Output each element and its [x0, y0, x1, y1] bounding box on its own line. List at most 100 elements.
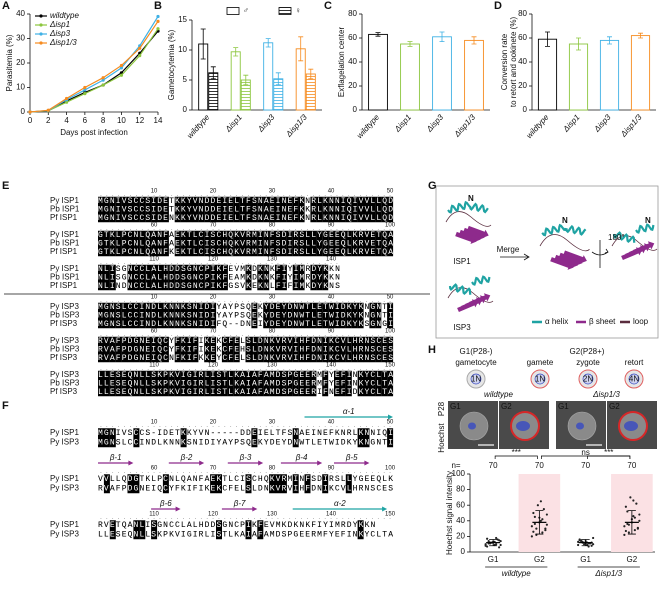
nucleus — [534, 373, 546, 385]
error-bar — [375, 32, 381, 37]
ruler-dot — [165, 426, 167, 427]
ruler-dot — [159, 518, 161, 519]
ruler-dot — [218, 426, 220, 427]
point — [533, 522, 536, 526]
point — [632, 515, 635, 518]
error-bar — [471, 36, 477, 45]
identity-shade — [103, 302, 110, 329]
ruler-dot — [301, 263, 302, 264]
group-label: Δisp1/3 — [594, 569, 622, 578]
ruler-dot — [271, 335, 273, 336]
legend-label: α helix — [545, 317, 568, 326]
ruler-dot — [348, 472, 350, 473]
ruler-dot — [248, 472, 249, 473]
ruler-dot — [377, 229, 379, 230]
ruler-dot — [295, 229, 296, 230]
y-tick-label: 20 — [348, 81, 357, 90]
ruler-dot — [354, 472, 355, 473]
arrow-head — [388, 414, 393, 420]
identity-shade — [162, 370, 169, 397]
ruler-number: 140 — [326, 257, 337, 263]
identity-shade — [121, 370, 128, 397]
panel-label: B — [154, 0, 162, 12]
identity-shade — [103, 336, 110, 363]
ruler-dot — [307, 195, 308, 196]
error-bar — [439, 31, 445, 42]
y-tick-label: 0 — [21, 107, 26, 116]
identity-shade — [263, 370, 270, 397]
identity-shade — [286, 302, 293, 329]
phase-label: G2(P28+) — [570, 347, 605, 356]
identity-shade — [251, 196, 258, 223]
ruler-dot — [318, 263, 320, 264]
identity-shade — [245, 370, 252, 397]
ruler-dot — [153, 263, 155, 264]
ruler-dot — [100, 195, 102, 196]
identity-shade — [221, 230, 228, 257]
ruler-dot — [265, 472, 267, 473]
bar — [568, 43, 589, 111]
ruler-dot — [200, 263, 202, 264]
bar — [537, 38, 558, 111]
identity-shade — [121, 230, 128, 257]
identity-shade — [233, 336, 240, 363]
ruler-dot — [147, 472, 149, 473]
identity-shade — [357, 370, 364, 397]
identity-shade — [316, 230, 323, 257]
ruler-dot — [171, 369, 173, 370]
identity-shade — [263, 230, 270, 257]
sequence-name: Pf ISP3 — [50, 353, 78, 362]
series-marker — [156, 19, 160, 23]
sequence: GTKLPCNLQANFKEKTLCISCHQKVRMINFSDIRSLLYGE… — [98, 248, 393, 257]
ruler-dot — [366, 301, 367, 302]
ruler-dot — [130, 518, 131, 519]
identity-shade — [280, 474, 287, 494]
legend-label: Δisp3 — [49, 29, 71, 38]
ruler-dot — [112, 195, 114, 196]
ruler-number: 10 — [151, 189, 158, 195]
identity-shade — [263, 264, 270, 291]
y-tick-label: 60 — [348, 33, 357, 42]
identity-shade — [251, 230, 258, 257]
ruler-dot — [330, 335, 332, 336]
ruler-dot — [153, 518, 155, 519]
identity-shade — [322, 196, 329, 223]
ruler-dot — [248, 263, 249, 264]
ruler-dot — [366, 426, 367, 427]
y-tick-label: 80 — [348, 9, 357, 18]
y-tick-label: 100 — [452, 469, 466, 478]
ruler-dot — [183, 472, 184, 473]
identity-shade — [115, 370, 122, 397]
ruler-dot — [118, 301, 119, 302]
identity-shade — [210, 196, 217, 223]
ruler-dot — [159, 472, 161, 473]
ruler-number: 60 — [151, 466, 158, 472]
ruler-dot — [112, 229, 114, 230]
ruler-dot — [153, 195, 155, 196]
identity-shade — [298, 336, 305, 363]
ruler-dot — [348, 301, 350, 302]
y-tick-label: 60 — [456, 500, 465, 509]
nucleus — [628, 373, 640, 385]
ruler-dot — [230, 426, 232, 427]
ruler-dot — [212, 472, 214, 473]
identity-shade — [139, 370, 146, 397]
ruler-dot — [313, 229, 314, 230]
ruler-dot — [389, 301, 391, 302]
helix — [448, 283, 472, 296]
ruler-number: 120 — [208, 512, 219, 518]
ruler-dot — [171, 472, 173, 473]
ruler-dot — [348, 369, 350, 370]
ruler-dot — [130, 472, 131, 473]
ruler-number: 140 — [326, 363, 337, 369]
ruler-dot — [189, 301, 190, 302]
ruler-dot — [200, 195, 202, 196]
ruler-dot — [100, 229, 102, 230]
ruler-dot — [313, 263, 314, 264]
ruler-dot — [136, 426, 137, 427]
identity-shade — [109, 264, 116, 291]
identity-shade — [98, 336, 104, 363]
sequence-name: Py ISP3 — [50, 484, 79, 493]
ruler-dot — [254, 369, 255, 370]
structure-frame — [435, 185, 659, 339]
